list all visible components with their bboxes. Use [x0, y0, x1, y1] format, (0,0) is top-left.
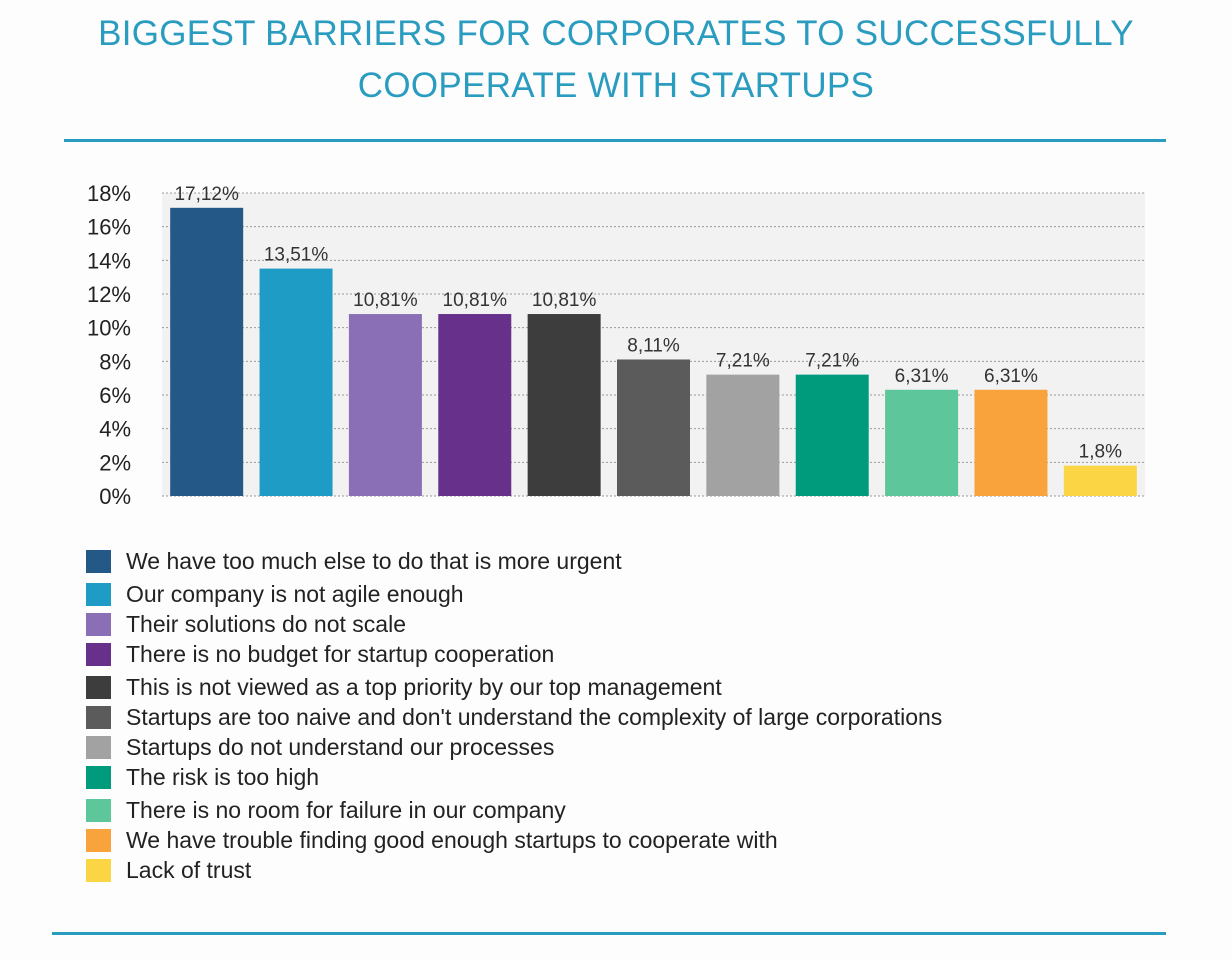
data-label: 6,31%: [895, 366, 949, 387]
bar: [1063, 465, 1137, 496]
data-label: 6,31%: [984, 366, 1038, 387]
y-tick-label: 6%: [99, 383, 131, 408]
bar: [348, 314, 422, 496]
chart-title-line-1: BIGGEST BARRIERS FOR CORPORATES TO SUCCE…: [98, 14, 1134, 53]
legend-label: There is no budget for startup cooperati…: [126, 641, 555, 667]
legend-label: Startups are too naive and don't underst…: [126, 704, 943, 730]
legend-swatch: [86, 766, 111, 789]
legend-swatch: [86, 643, 111, 666]
legend-label: There is no room for failure in our comp…: [126, 797, 566, 823]
chart-title: BIGGEST BARRIERS FOR CORPORATES TO SUCCE…: [0, 8, 1232, 112]
y-tick-label: 8%: [99, 349, 131, 374]
data-label: 8,11%: [627, 335, 680, 356]
data-label: 1,8%: [1079, 442, 1122, 463]
bar: [170, 207, 244, 496]
legend-label: The risk is too high: [126, 764, 320, 790]
legend-swatch: [86, 799, 111, 822]
y-tick-label: 12%: [87, 282, 131, 307]
data-label: 7,21%: [805, 351, 859, 372]
legend-label: Their solutions do not scale: [126, 611, 406, 637]
chart-title-line-2: COOPERATE WITH STARTUPS: [357, 66, 875, 105]
bar: [706, 374, 780, 496]
bar: [885, 389, 959, 496]
legend-label: This is not viewed as a top priority by …: [126, 674, 722, 700]
legend-label: We have trouble finding good enough star…: [126, 827, 778, 853]
bar: [259, 268, 333, 496]
y-tick-label: 18%: [87, 181, 131, 206]
legend-label: Startups do not understand our processes: [126, 734, 555, 760]
legend-swatch: [86, 676, 111, 699]
bottom-divider: [52, 932, 1166, 935]
legend-label: Our company is not agile enough: [126, 581, 464, 607]
data-label: 10,81%: [353, 290, 418, 311]
legend-label: Lack of trust: [126, 857, 252, 883]
data-label: 13,51%: [264, 245, 329, 266]
bar: [795, 374, 869, 496]
top-divider: [64, 139, 1166, 142]
y-tick-label: 4%: [99, 417, 131, 442]
bar: [527, 314, 601, 496]
bar: [438, 314, 512, 496]
y-tick-label: 16%: [87, 215, 131, 240]
bar: [974, 389, 1048, 496]
bar: [617, 359, 690, 496]
data-label: 17,12%: [174, 184, 239, 205]
data-label: 10,81%: [443, 290, 508, 311]
legend-swatch: [86, 736, 111, 759]
legend-label: We have too much else to do that is more…: [126, 548, 622, 574]
legend-swatch: [86, 706, 111, 729]
y-tick-label: 0%: [99, 484, 131, 509]
legend-swatch: [86, 550, 111, 573]
legend-swatch: [86, 859, 111, 882]
legend-swatch: [86, 613, 111, 636]
y-tick-label: 2%: [99, 450, 131, 475]
legend-swatch: [86, 583, 111, 606]
data-label: 7,21%: [716, 351, 770, 372]
bar-chart: 0% 2% 4% 6% 8% 10% 12% 14% 16% 18% 17,12% 13,51% 10,…: [87, 181, 1145, 509]
legend-swatch: [86, 829, 111, 852]
data-label: 10,81%: [532, 290, 597, 311]
y-tick-label: 14%: [87, 248, 131, 273]
y-tick-label: 10%: [87, 316, 131, 341]
